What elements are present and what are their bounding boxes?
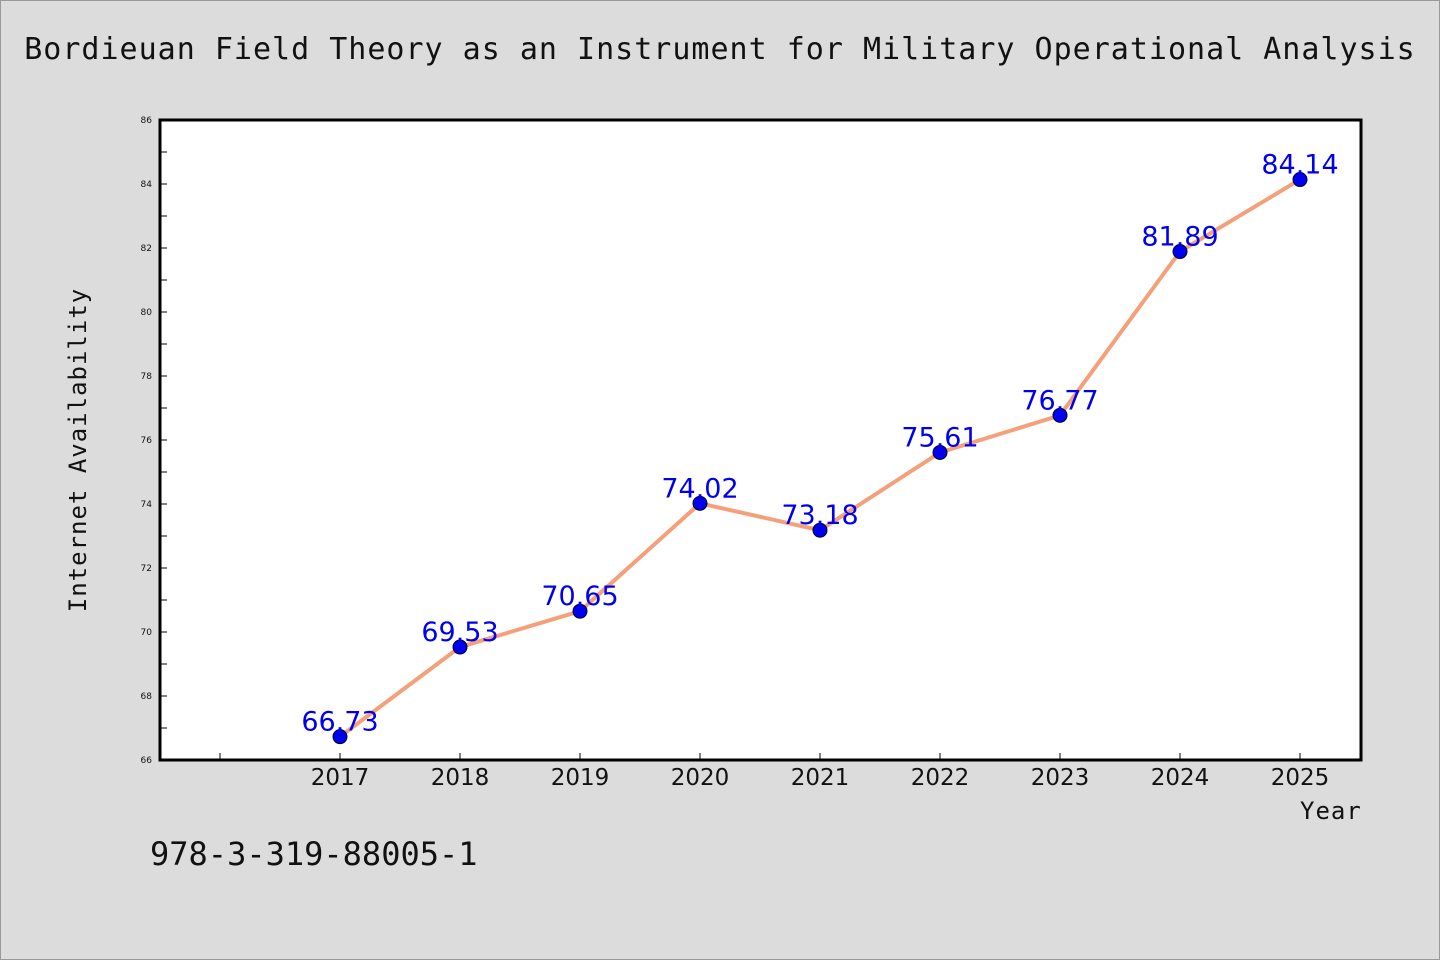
series-layer: 66.73 69.53 70.65 74.02 73.18 75.61 76.77 81.89… [301, 150, 1339, 745]
data-label: 66.73 [301, 707, 378, 738]
y-tick-label: 68 [141, 692, 153, 702]
data-label: 75.61 [901, 422, 978, 453]
data-label: 84.14 [1261, 150, 1338, 181]
data-point [692, 495, 708, 511]
data-label: 73.18 [781, 500, 858, 531]
plot-area [158, 118, 1363, 762]
chart-title: Bordieuan Field Theory as an Instrument … [24, 32, 1416, 67]
y-tick-label: 72 [141, 564, 152, 574]
data-label: 81.89 [1141, 222, 1218, 253]
data-point [1052, 407, 1068, 423]
y-tick-label: 74 [141, 500, 153, 510]
y-axis-label: Internet Availability [64, 287, 92, 613]
y-tick-label: 84 [141, 180, 153, 190]
x-tick-label: 2024 [1151, 765, 1210, 791]
data-point [932, 444, 948, 460]
data-point [452, 639, 468, 655]
data-point [332, 729, 348, 745]
data-point [1292, 172, 1308, 188]
data-label: 69.53 [421, 617, 498, 648]
data-label: 70.65 [541, 581, 618, 612]
isbn-text: 978-3-319-88005-1 [150, 835, 478, 873]
x-tick-label: 2017 [311, 765, 370, 791]
x-axis-label: Year [1300, 797, 1362, 825]
x-tick-label: 2018 [431, 765, 490, 791]
y-tick-label: 86 [141, 116, 153, 126]
x-tick-label: 2019 [551, 765, 610, 791]
data-label: 76.77 [1021, 385, 1098, 416]
y-axis: 66 68 70 72 74 76 78 80 82 84 86 [141, 116, 167, 766]
y-tick-label: 80 [141, 308, 153, 318]
x-tick-label: 2025 [1271, 765, 1330, 791]
x-tick-label: 2023 [1031, 765, 1090, 791]
y-tick-label: 70 [141, 628, 153, 638]
y-tick-label: 76 [141, 436, 153, 446]
data-point [812, 522, 828, 538]
data-point [572, 603, 588, 619]
x-tick-label: 2022 [911, 765, 970, 791]
y-tick-label: 82 [141, 244, 152, 254]
data-point [1172, 244, 1188, 260]
x-tick-label: 2021 [791, 765, 850, 791]
y-tick-label: 78 [141, 372, 153, 382]
y-tick-label: 66 [141, 756, 153, 766]
x-tick-label: 2020 [671, 765, 730, 791]
data-label: 74.02 [661, 473, 738, 504]
x-axis: 2017 2018 2019 2020 2021 2022 2023 2024 2025 [219, 753, 1330, 791]
